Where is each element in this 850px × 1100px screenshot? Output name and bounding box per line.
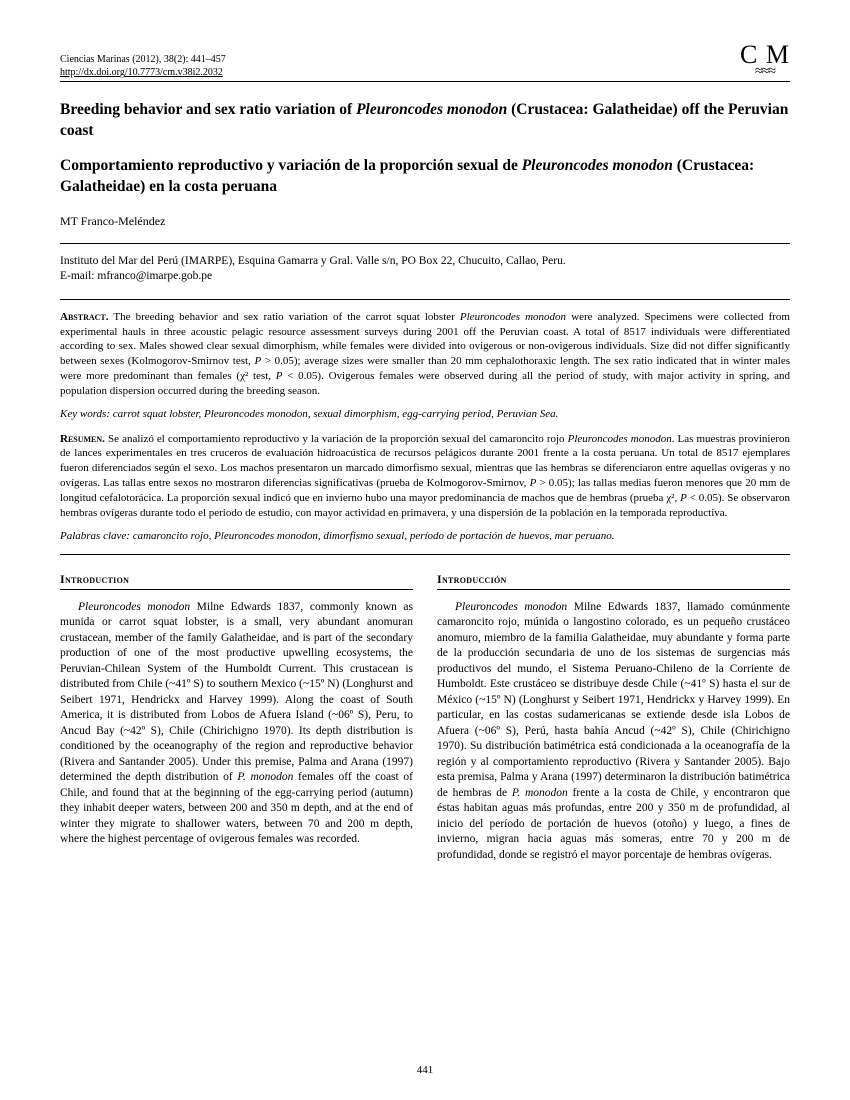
article-title-english: Breeding behavior and sex ratio variatio… [60,100,790,142]
journal-info: Ciencias Marinas (2012), 38(2): 441–457 … [60,53,226,80]
page-header: Ciencias Marinas (2012), 38(2): 441–457 … [60,44,790,82]
logo-letters: C M [740,44,790,66]
email-address[interactable]: mfranco@imarpe.gob.pe [97,270,212,282]
column-right-spanish: Introducción Pleuroncodes monodon Milne … [437,571,790,864]
keywords-en-label: Key words: [60,408,110,420]
introduction-heading-es: Introducción [437,571,790,590]
abstract-block: Abstract. The breeding behavior and sex … [60,299,790,555]
divider [60,243,790,244]
abstract-spanish: Resumen. Se analizó el comportamiento re… [60,432,790,521]
introduction-text-es: Pleuroncodes monodon Milne Edwards 1837,… [437,600,790,864]
column-left-english: Introduction Pleuroncodes monodon Milne … [60,571,413,864]
keywords-english: Key words: carrot squat lobster, Pleuron… [60,407,790,422]
article-title-spanish: Comportamiento reproductivo y variación … [60,156,790,198]
email-line: E-mail: mfranco@imarpe.gob.pe [60,269,790,285]
keywords-es-text: camaroncito rojo, Pleuroncodes monodon, … [133,530,615,542]
keywords-en-text: carrot squat lobster, Pleuroncodes monod… [113,408,559,420]
body-columns: Introduction Pleuroncodes monodon Milne … [60,571,790,864]
journal-logo: C M ≈≈≈ [740,44,790,80]
abstract-en-text: The breeding behavior and sex ratio vari… [60,311,790,397]
affiliation: Instituto del Mar del Perú (IMARPE), Esq… [60,254,790,270]
keywords-es-label: Palabras clave: [60,530,130,542]
keywords-spanish: Palabras clave: camaroncito rojo, Pleuro… [60,529,790,544]
author-name: MT Franco-Meléndez [60,214,790,229]
abstract-es-label: Resumen. [60,433,105,445]
journal-citation: Ciencias Marinas (2012), 38(2): 441–457 [60,53,226,67]
abstract-english: Abstract. The breeding behavior and sex … [60,310,790,399]
introduction-text-en: Pleuroncodes monodon Milne Edwards 1837,… [60,600,413,848]
abstract-en-label: Abstract. [60,311,108,323]
page-number: 441 [0,1064,850,1076]
abstract-es-text: Se analizó el comportamiento reproductiv… [60,433,790,519]
doi-link[interactable]: http://dx.doi.org/10.7773/cm.v38i2.2032 [60,66,226,80]
email-label: E-mail: [60,270,97,282]
affiliation-block: Instituto del Mar del Perú (IMARPE), Esq… [60,254,790,285]
introduction-heading-en: Introduction [60,571,413,590]
